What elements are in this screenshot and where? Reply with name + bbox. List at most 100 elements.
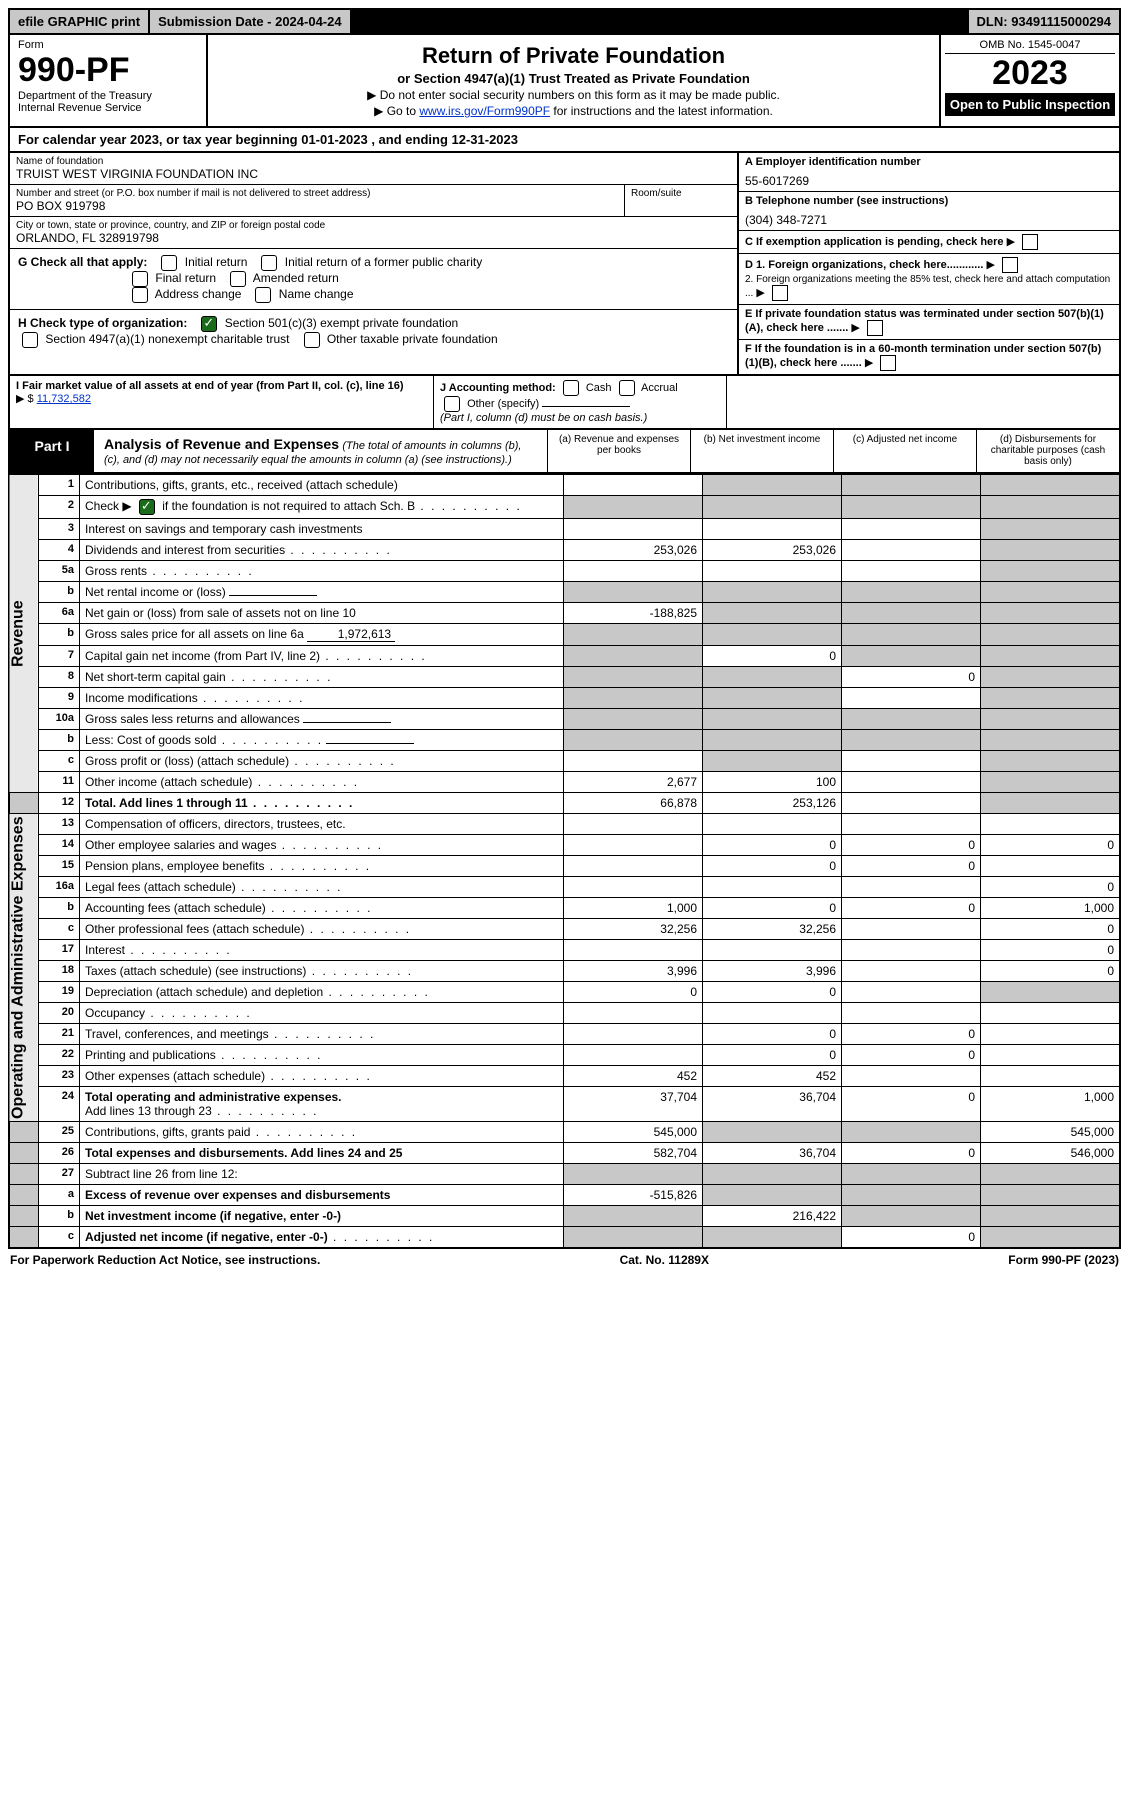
instr-link-row: ▶ Go to www.irs.gov/Form990PF for instru… (214, 104, 933, 118)
info-grid: Name of foundation TRUIST WEST VIRGINIA … (8, 153, 1121, 376)
col-c-head: (c) Adjusted net income (833, 430, 976, 472)
chk-4947[interactable] (22, 332, 38, 348)
chk-accrual[interactable] (619, 380, 635, 396)
room-label: Room/suite (624, 185, 737, 216)
g-label: G Check all that apply: (18, 255, 147, 269)
part1-label: Part I (10, 430, 94, 472)
chk-cash[interactable] (563, 380, 579, 396)
part1-title: Analysis of Revenue and Expenses (104, 436, 339, 452)
other-specify[interactable] (542, 406, 630, 407)
table-row: 2 Check ▶ if the foundation is not requi… (9, 496, 1120, 519)
omb-number: OMB No. 1545-0047 (945, 39, 1115, 54)
table-row: bNet investment income (if negative, ent… (9, 1206, 1120, 1227)
col-b-head: (b) Net investment income (690, 430, 833, 472)
dln: DLN: 93491115000294 (969, 10, 1119, 33)
spacer (352, 10, 969, 33)
j-label: J Accounting method: (440, 382, 556, 394)
form-title: Return of Private Foundation (214, 43, 933, 69)
table-row: 10aGross sales less returns and allowanc… (9, 709, 1120, 730)
table-row: bAccounting fees (attach schedule)1,0000… (9, 898, 1120, 919)
instr-post: for instructions and the latest informat… (550, 104, 773, 118)
chk-other-taxable[interactable] (304, 332, 320, 348)
table-row: aExcess of revenue over expenses and dis… (9, 1185, 1120, 1206)
footer-left: For Paperwork Reduction Act Notice, see … (10, 1253, 320, 1267)
section-c: C If exemption application is pending, c… (739, 231, 1119, 254)
city-value: ORLANDO, FL 328919798 (16, 231, 731, 245)
table-row: 8Net short-term capital gain0 (9, 667, 1120, 688)
chk-501c3[interactable] (201, 316, 217, 332)
table-row: 21Travel, conferences, and meetings00 (9, 1024, 1120, 1045)
table-row: 11Other income (attach schedule)2,677100 (9, 772, 1120, 793)
chk-amended[interactable] (230, 271, 246, 287)
footer-mid: Cat. No. 11289X (620, 1253, 709, 1267)
table-row: cOther professional fees (attach schedul… (9, 919, 1120, 940)
chk-e[interactable] (867, 320, 883, 336)
form-label: Form (18, 39, 198, 51)
instr-pre: ▶ Go to (374, 104, 419, 118)
table-row: 4Dividends and interest from securities2… (9, 540, 1120, 561)
top-bar: efile GRAPHIC print Submission Date - 20… (8, 8, 1121, 35)
table-row: 6aNet gain or (loss) from sale of assets… (9, 603, 1120, 624)
j-note: (Part I, column (d) must be on cash basi… (440, 412, 647, 424)
submission-date: Submission Date - 2024-04-24 (150, 10, 352, 33)
table-row: cAdjusted net income (if negative, enter… (9, 1227, 1120, 1249)
part1-header: Part I Analysis of Revenue and Expenses … (8, 430, 1121, 474)
main-table: Revenue 1 Contributions, gifts, grants, … (8, 474, 1121, 1249)
foundation-name: TRUIST WEST VIRGINIA FOUNDATION INC (16, 167, 731, 181)
open-inspection: Open to Public Inspection (945, 93, 1115, 116)
footer-right: Form 990-PF (2023) (1008, 1253, 1119, 1267)
phone-label: B Telephone number (see instructions) (745, 195, 1113, 207)
dept-irs: Internal Revenue Service (18, 102, 198, 114)
i-value[interactable]: 11,732,582 (37, 393, 91, 405)
i-label: I Fair market value of all assets at end… (16, 380, 404, 392)
addr-label: Number and street (or P.O. box number if… (16, 188, 618, 199)
section-ij: I Fair market value of all assets at end… (8, 376, 1121, 430)
city-label: City or town, state or province, country… (16, 220, 731, 231)
chk-initial-former[interactable] (261, 255, 277, 271)
efile-label[interactable]: efile GRAPHIC print (10, 10, 150, 33)
chk-final[interactable] (132, 271, 148, 287)
section-h: H Check type of organization: Section 50… (10, 310, 737, 354)
table-row: 7Capital gain net income (from Part IV, … (9, 646, 1120, 667)
table-row: 5aGross rents (9, 561, 1120, 582)
table-row: 15Pension plans, employee benefits00 (9, 856, 1120, 877)
irs-link[interactable]: www.irs.gov/Form990PF (419, 104, 550, 118)
table-row: 9Income modifications (9, 688, 1120, 709)
section-f: F If the foundation is in a 60-month ter… (739, 340, 1119, 374)
table-row: 18Taxes (attach schedule) (see instructi… (9, 961, 1120, 982)
dept-treasury: Department of the Treasury (18, 90, 198, 102)
table-row: bNet rental income or (loss) (9, 582, 1120, 603)
table-row: 23Other expenses (attach schedule)452452 (9, 1066, 1120, 1087)
chk-f[interactable] (880, 355, 896, 371)
table-row: 24Total operating and administrative exp… (9, 1087, 1120, 1122)
table-row: 12Total. Add lines 1 through 1166,878253… (9, 793, 1120, 814)
chk-namechange[interactable] (255, 287, 271, 303)
chk-other[interactable] (444, 396, 460, 412)
table-row: bLess: Cost of goods sold (9, 730, 1120, 751)
expenses-sidebar: Operating and Administrative Expenses (9, 814, 39, 1122)
chk-c[interactable] (1022, 234, 1038, 250)
chk-d2[interactable] (772, 285, 788, 301)
chk-addrchange[interactable] (132, 287, 148, 303)
chk-initial[interactable] (161, 255, 177, 271)
table-row: 20Occupancy (9, 1003, 1120, 1024)
table-row: bGross sales price for all assets on lin… (9, 624, 1120, 646)
form-subtitle: or Section 4947(a)(1) Trust Treated as P… (214, 71, 933, 86)
table-row: 19Depreciation (attach schedule) and dep… (9, 982, 1120, 1003)
form-header: Form 990-PF Department of the Treasury I… (8, 35, 1121, 128)
table-row: cGross profit or (loss) (attach schedule… (9, 751, 1120, 772)
instr-ssn: ▶ Do not enter social security numbers o… (214, 88, 933, 102)
section-g: G Check all that apply: Initial return I… (10, 249, 737, 310)
section-d: D 1. Foreign organizations, check here..… (739, 254, 1119, 305)
chk-d1[interactable] (1002, 257, 1018, 273)
chk-schb[interactable] (139, 499, 155, 515)
table-row: Revenue 1 Contributions, gifts, grants, … (9, 475, 1120, 496)
table-row: Operating and Administrative Expenses 13… (9, 814, 1120, 835)
col-d-head: (d) Disbursements for charitable purpose… (976, 430, 1119, 472)
table-row: 16aLegal fees (attach schedule)0 (9, 877, 1120, 898)
ein-value: 55-6017269 (745, 168, 1113, 188)
revenue-sidebar: Revenue (9, 475, 39, 793)
address: PO BOX 919798 (16, 199, 618, 213)
table-row: 27Subtract line 26 from line 12: (9, 1164, 1120, 1185)
footer: For Paperwork Reduction Act Notice, see … (8, 1249, 1121, 1271)
